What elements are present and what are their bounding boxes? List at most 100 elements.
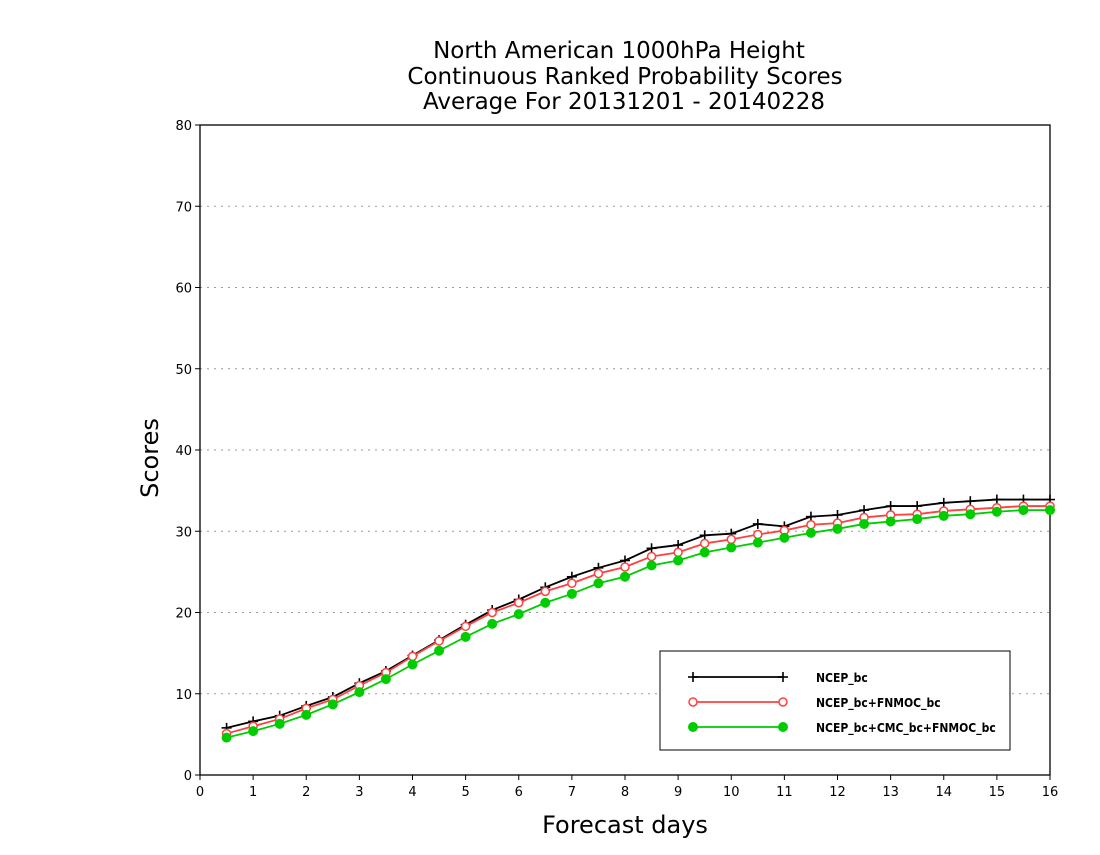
legend-item: NCEP_bc+FNMOC_bc: [688, 696, 941, 711]
series-ncep-bc-cmc-bc-fnmoc-bc: [221, 505, 1055, 743]
x-tick-label: 11: [776, 785, 793, 800]
x-tick-label: 6: [515, 785, 523, 800]
data-point: [885, 516, 896, 527]
legend-marker: [688, 672, 698, 682]
data-point: [805, 527, 816, 538]
x-tick-label: 5: [461, 785, 469, 800]
legend-item: NCEP_bc+CMC_bc+FNMOC_bc: [688, 721, 996, 736]
data-point: [885, 501, 896, 512]
data-point: [327, 699, 338, 710]
x-tick-label: 16: [1042, 785, 1059, 800]
data-point: [407, 651, 418, 662]
data-point: [699, 538, 710, 549]
data-point: [646, 543, 657, 554]
x-tick-label: 1: [249, 785, 257, 800]
data-point: [753, 529, 763, 540]
data-point: [673, 555, 684, 566]
data-point: [912, 514, 923, 525]
x-tick-label: 9: [674, 785, 682, 800]
data-point: [859, 518, 870, 529]
data-point: [646, 551, 657, 562]
y-tick-label: 50: [175, 363, 192, 378]
data-point: [965, 496, 976, 507]
data-point: [513, 609, 524, 620]
x-tick-label: 3: [355, 785, 363, 800]
x-axis-label: Forecast days: [542, 811, 708, 839]
data-point: [991, 494, 1002, 505]
data-point: [434, 636, 444, 646]
x-tick-label: 7: [568, 785, 576, 800]
x-tick-label: 4: [408, 785, 416, 800]
data-point: [726, 542, 737, 553]
data-point: [938, 510, 949, 521]
data-point: [487, 607, 497, 618]
data-point: [699, 547, 710, 558]
data-point: [407, 659, 418, 670]
legend-label: NCEP_bc+CMC_bc+FNMOC_bc: [816, 721, 996, 736]
data-point: [1018, 505, 1029, 516]
data-point: [673, 547, 683, 558]
y-tick-label: 10: [175, 688, 192, 703]
y-tick-label: 80: [175, 119, 192, 134]
chart-title-line-1: North American 1000hPa Height: [433, 38, 805, 64]
data-point: [301, 709, 312, 720]
y-axis-label: Scores: [136, 418, 164, 498]
data-point: [593, 568, 604, 579]
data-point: [514, 598, 524, 608]
data-point: [567, 578, 577, 588]
legend-label: NCEP_bc: [816, 671, 868, 686]
data-point: [248, 726, 259, 737]
data-point: [752, 518, 763, 529]
data-point: [752, 537, 763, 548]
x-tick-label: 12: [829, 785, 846, 800]
y-tick-label: 40: [175, 444, 192, 459]
legend-entries: NCEP_bc NCEP_bc+FNMOC_bc NCEP_bc+CMC_bc+FN…: [688, 671, 996, 736]
data-point: [912, 501, 923, 512]
data-point: [699, 530, 710, 541]
data-point: [805, 511, 816, 522]
data-point: [221, 732, 232, 743]
y-tick-label: 30: [175, 525, 192, 540]
grid-lines: [200, 205, 1050, 695]
data-point: [991, 506, 1002, 517]
data-point: [460, 621, 471, 632]
y-tick-label: 60: [175, 282, 192, 297]
data-point: [938, 497, 949, 508]
legend-marker: [778, 697, 788, 707]
x-tick-label: 13: [882, 785, 899, 800]
data-point: [646, 560, 657, 571]
legend-label: NCEP_bc+FNMOC_bc: [816, 696, 941, 711]
legend-marker: [778, 722, 788, 732]
data-point: [620, 562, 630, 572]
data-point: [965, 509, 976, 520]
x-tick-label: 0: [196, 785, 204, 800]
x-tick-label: 15: [989, 785, 1006, 800]
data-point: [354, 687, 365, 698]
legend-marker: [778, 672, 788, 682]
data-point: [779, 532, 790, 543]
data-point: [620, 571, 630, 582]
data-point: [726, 534, 736, 545]
data-point: [380, 674, 391, 685]
data-point: [274, 718, 285, 729]
x-tick-label: 2: [302, 785, 310, 800]
y-tick-label: 0: [184, 769, 192, 784]
data-point: [566, 588, 577, 599]
data-point: [540, 597, 551, 608]
data-point: [806, 520, 816, 530]
legend-box: [659, 650, 1011, 751]
y-tick-label: 70: [175, 200, 192, 215]
data-point: [487, 618, 498, 629]
y-tick-label: 20: [175, 607, 192, 622]
x-tick-label: 8: [621, 785, 629, 800]
x-tick-label: 14: [935, 785, 952, 800]
legend-item: NCEP_bc: [688, 671, 868, 686]
legend-marker: [688, 722, 698, 732]
chart-title-line-3: Average For 20131201 - 20140228: [423, 89, 825, 115]
legend: NCEP_bc NCEP_bc+FNMOC_bc NCEP_bc+CMC_bc+FN…: [659, 650, 1011, 751]
x-tick-label: 10: [723, 785, 740, 800]
data-series: [221, 494, 1055, 743]
legend-marker: [688, 697, 698, 707]
